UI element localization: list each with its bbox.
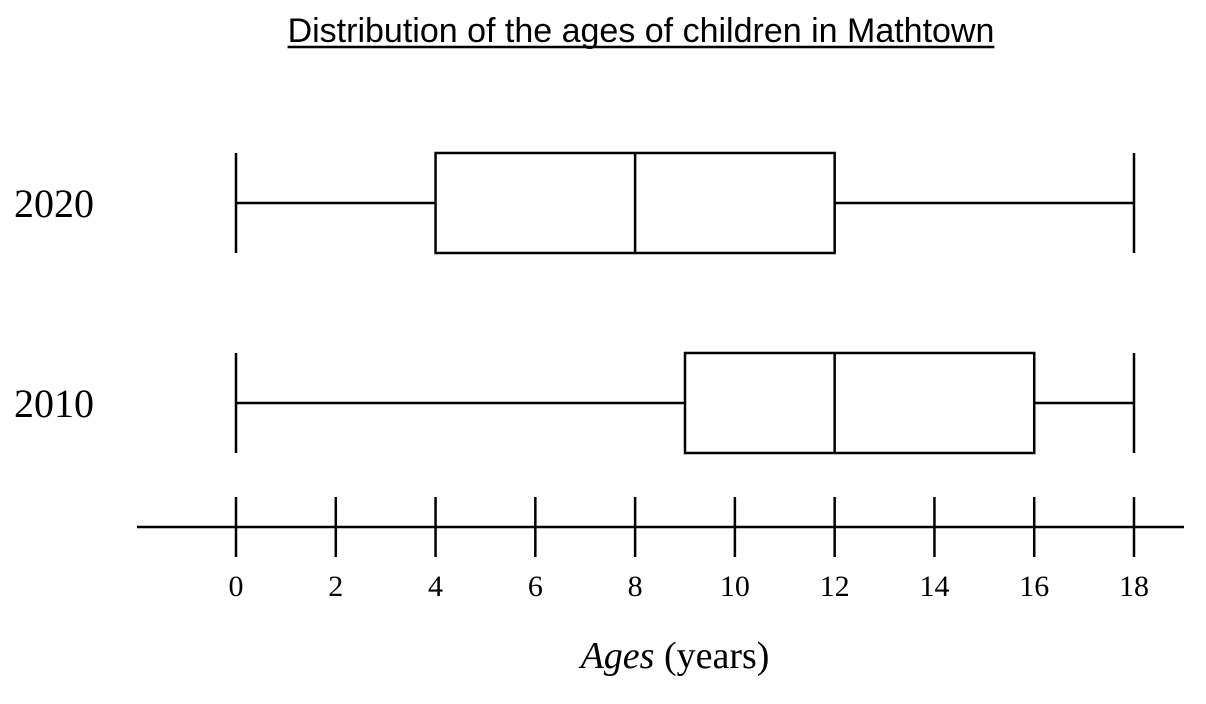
chart-title: Distribution of the ages of children in … bbox=[288, 12, 995, 50]
boxplot-2020: 2020 bbox=[14, 151, 1136, 255]
box-plots: 2020 2010 bbox=[14, 151, 1136, 455]
category-label: 2010 bbox=[14, 381, 94, 426]
x-tick-label: 4 bbox=[428, 570, 443, 603]
x-tick-label: 10 bbox=[720, 570, 750, 603]
chart-title-group: Distribution of the ages of children in … bbox=[287, 12, 995, 50]
x-axis: 0 2 4 6 8 10 12 14 16 18 bbox=[137, 497, 1184, 603]
x-axis-label-unit: (years) bbox=[664, 635, 769, 677]
x-axis-label: Ages (years) bbox=[578, 635, 770, 677]
box-iqr bbox=[683, 351, 1036, 455]
x-tick-label: 0 bbox=[229, 570, 244, 603]
x-tick-label: 2 bbox=[328, 570, 343, 603]
boxplot-2010: 2010 bbox=[14, 351, 1136, 455]
x-tick-label: 8 bbox=[628, 570, 643, 603]
x-tick-label: 12 bbox=[820, 570, 850, 603]
category-label: 2020 bbox=[14, 181, 94, 226]
x-tick-label: 14 bbox=[919, 570, 949, 603]
x-axis-label-main: Ages bbox=[578, 635, 655, 677]
x-tick-label: 16 bbox=[1019, 570, 1049, 603]
x-tick-label: 18 bbox=[1119, 570, 1149, 603]
x-tick-label: 6 bbox=[528, 570, 543, 603]
